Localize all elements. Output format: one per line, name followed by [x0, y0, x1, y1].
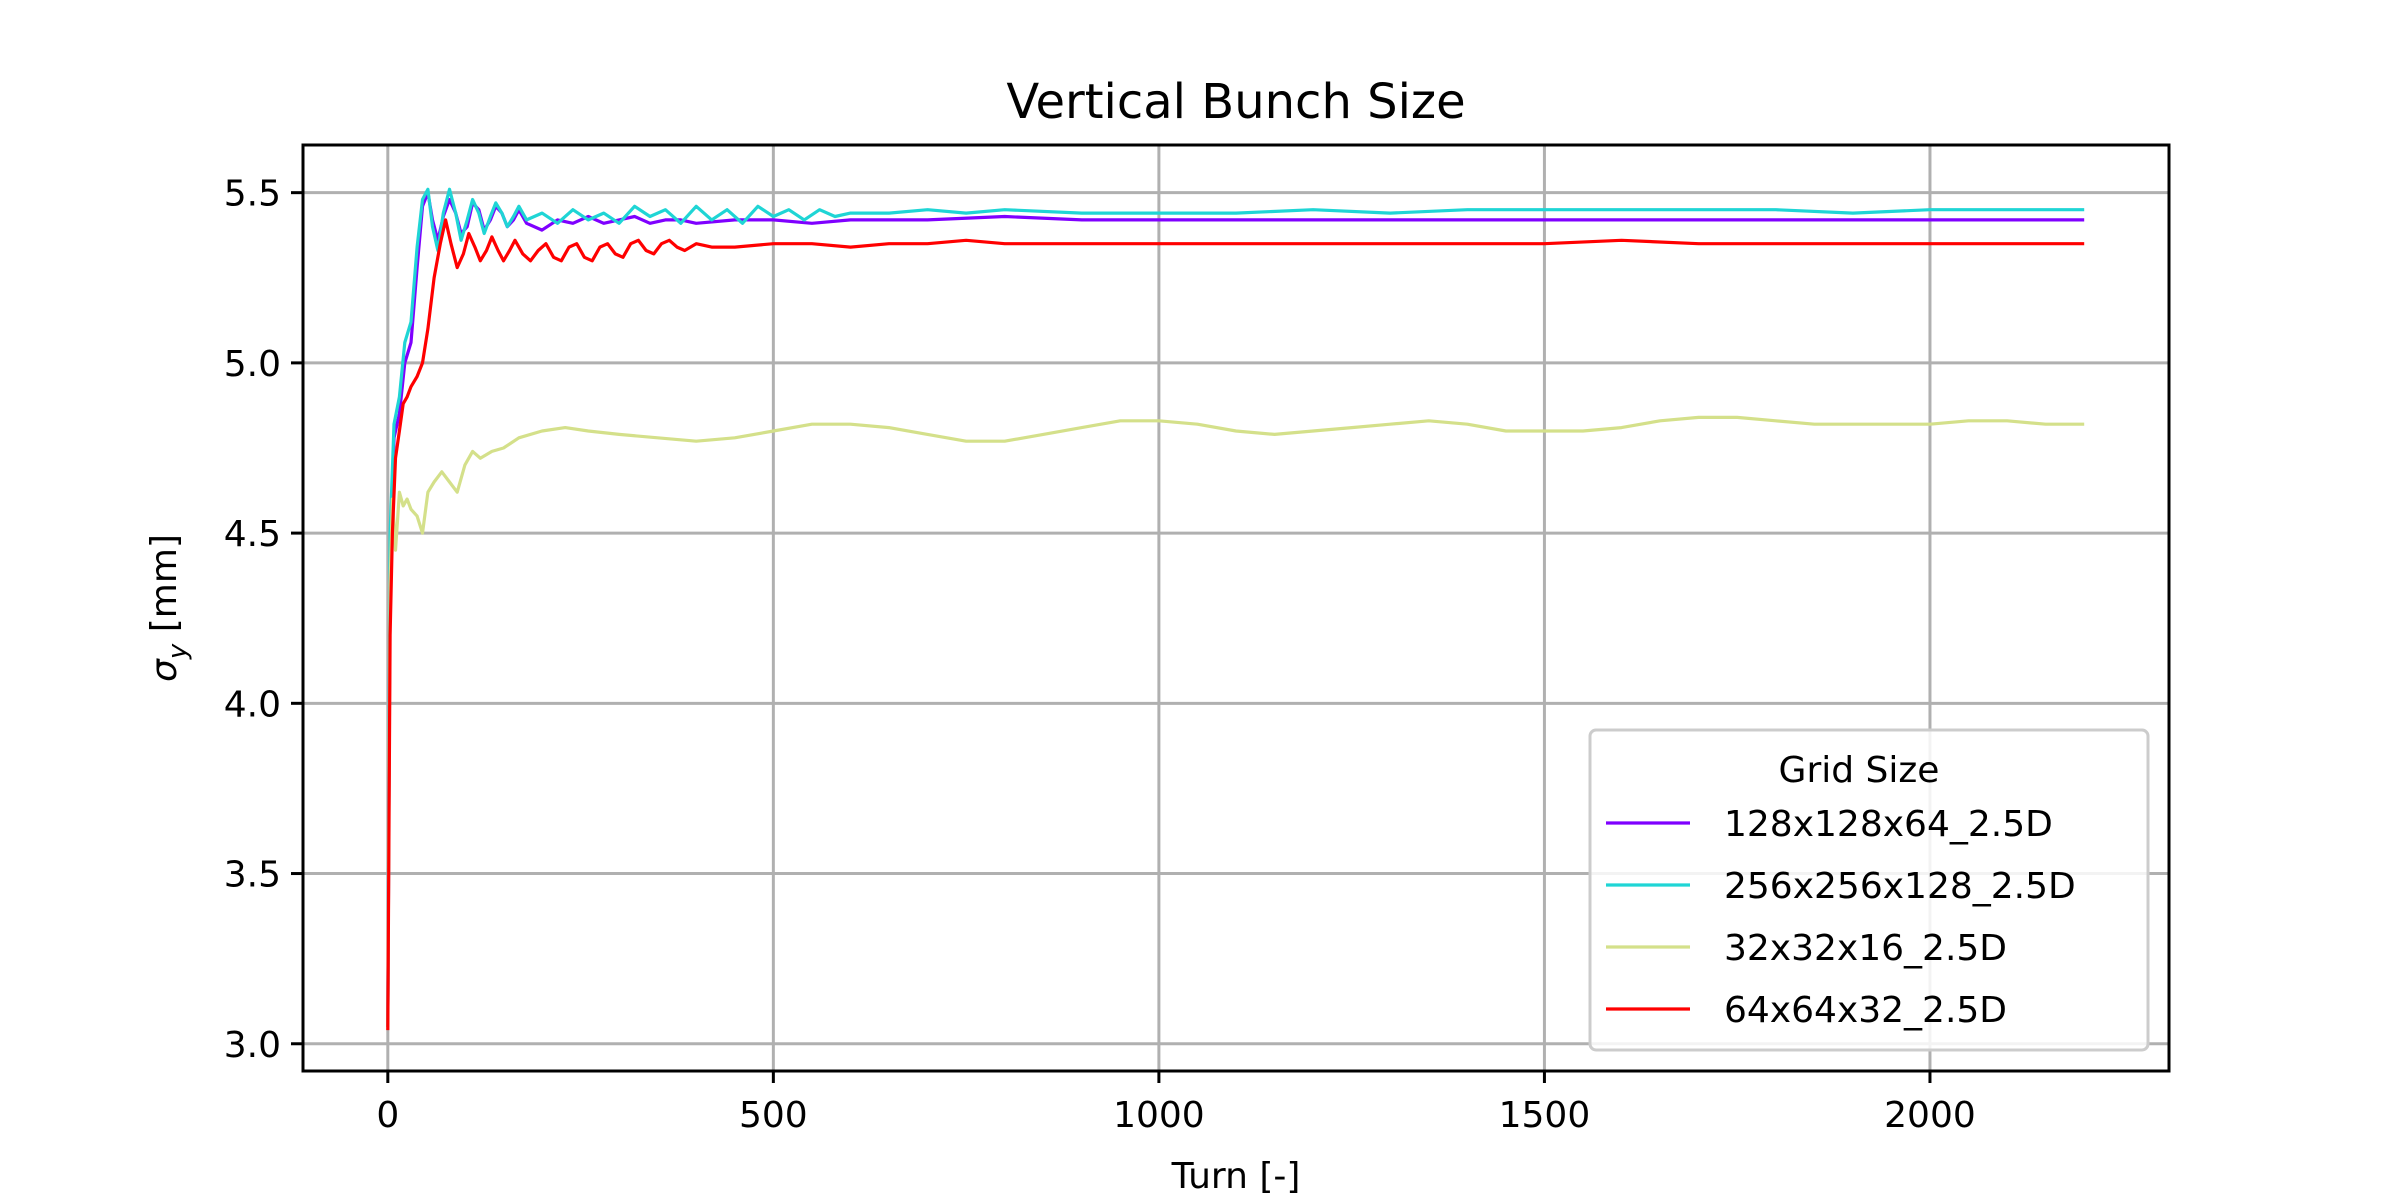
chart-title: Vertical Bunch Size [1006, 74, 1465, 130]
legend-label: 32x32x16_2.5D [1724, 928, 2007, 969]
series-line [386, 191, 2085, 1027]
legend-title: Grid Size [1779, 750, 1940, 791]
y-tick-label: 4.0 [224, 684, 281, 725]
series-line [386, 218, 2085, 1031]
legend-label: 64x64x32_2.5D [1724, 990, 2007, 1031]
legend-entry: 128x128x64_2.5D [1606, 804, 2053, 845]
legend: Grid Size 128x128x64_2.5D 256x256x128_2.5… [1588, 728, 2150, 1052]
legend-box [1588, 728, 2150, 1052]
y-tick-label: 3.0 [224, 1025, 281, 1066]
y-tick-label: 5.5 [224, 174, 281, 215]
y-axis-label-subscript: y [163, 643, 193, 660]
x-tick-label: 0 [376, 1095, 399, 1136]
legend-label: 256x256x128_2.5D [1724, 866, 2076, 907]
legend-entry: 64x64x32_2.5D [1606, 990, 2007, 1031]
x-tick-label: 500 [739, 1095, 808, 1136]
legend-entries: 128x128x64_2.5D 256x256x128_2.5D 32x32x16_… [1606, 804, 2076, 1031]
plot-frame [301, 143, 2171, 1073]
series-line [386, 187, 2085, 1027]
legend-entry: 32x32x16_2.5D [1606, 928, 2007, 969]
x-tick-label: 1500 [1499, 1095, 1591, 1136]
y-axis-label-unit: [mm] [144, 534, 185, 632]
x-axis-label: Turn [-] [1171, 1156, 1301, 1197]
axis-ticks: 0 500 1000 1500 2000 3.0 3.5 4.0 4.5 5.0 5.5 [224, 174, 1976, 1136]
y-tick-label: 4.5 [224, 514, 281, 555]
legend-label: 128x128x64_2.5D [1724, 804, 2053, 845]
y-tick-label: 3.5 [224, 855, 281, 896]
legend-entry: 256x256x128_2.5D [1606, 866, 2076, 907]
y-axis-label-symbol: σ [144, 658, 185, 682]
series-lines [386, 187, 2085, 1031]
series-line [386, 415, 2085, 1027]
x-tick-label: 2000 [1884, 1095, 1976, 1136]
y-tick-label: 5.0 [224, 344, 281, 385]
y-axis-label: σy [mm] [144, 534, 193, 682]
x-tick-label: 1000 [1113, 1095, 1205, 1136]
